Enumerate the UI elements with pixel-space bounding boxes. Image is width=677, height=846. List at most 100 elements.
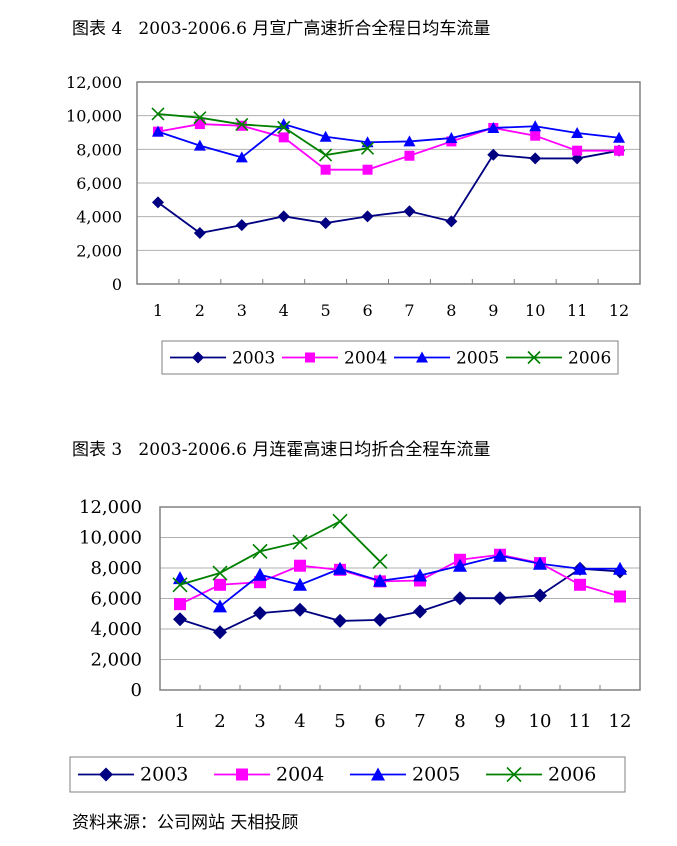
y-tick-label: 6,000 — [76, 174, 122, 193]
data-point — [403, 135, 416, 147]
y-tick-label: 2,000 — [76, 241, 122, 260]
data-point — [193, 111, 207, 125]
data-point — [613, 561, 627, 575]
legend-marker — [506, 766, 522, 783]
data-point — [235, 117, 249, 131]
source-note: 资料来源：公司网站 天相投顾 — [72, 813, 299, 833]
legend-label: 2003 — [232, 349, 275, 369]
x-tick-label: 7 — [414, 711, 425, 732]
data-point — [214, 578, 226, 591]
data-point — [294, 559, 306, 572]
legend-label: 2004 — [344, 349, 387, 369]
data-point — [293, 602, 307, 617]
chart-1-title: 图表 4 2003-2006.6 月宣广高速折合全程日均车流量 — [72, 19, 491, 39]
x-tick-label: 2 — [195, 301, 205, 320]
series-2006 — [151, 107, 375, 162]
y-tick-label: 0 — [112, 275, 122, 294]
data-point — [533, 588, 547, 603]
legend-marker — [305, 352, 315, 363]
x-tick-label: 1 — [153, 301, 163, 320]
series-line — [179, 567, 621, 634]
data-point — [278, 132, 289, 143]
data-point — [413, 568, 427, 582]
y-tick-label: 0 — [131, 680, 142, 701]
series-line — [179, 554, 620, 608]
data-point — [453, 558, 467, 572]
data-point — [173, 571, 187, 585]
series-line — [157, 113, 368, 157]
data-point — [277, 210, 290, 223]
data-point — [319, 217, 332, 230]
data-point — [332, 513, 348, 529]
x-tick-label: 10 — [529, 711, 552, 732]
data-point — [533, 556, 547, 570]
data-point — [174, 598, 186, 611]
data-point — [193, 139, 206, 151]
data-point — [151, 107, 165, 121]
x-tick-label: 3 — [237, 301, 247, 320]
x-tick-label: 2 — [214, 711, 225, 732]
legend-marker — [371, 767, 385, 781]
x-tick-label: 8 — [446, 301, 456, 320]
x-tick-label: 5 — [334, 711, 345, 732]
legend-marker — [236, 768, 248, 781]
legend-marker — [527, 350, 541, 365]
data-point — [573, 561, 587, 575]
data-point — [574, 578, 586, 591]
y-tick-label: 8,000 — [90, 558, 142, 579]
data-point — [571, 127, 584, 139]
data-point — [445, 215, 458, 228]
y-tick-label: 12,000 — [66, 73, 122, 92]
legend-label: 2003 — [140, 764, 188, 786]
data-point — [151, 125, 164, 137]
data-point — [493, 591, 507, 606]
data-point — [373, 573, 387, 587]
data-point — [293, 577, 307, 591]
data-point — [253, 606, 267, 621]
y-tick-label: 10,000 — [79, 528, 142, 549]
x-tick-label: 11 — [567, 301, 587, 320]
x-tick-label: 8 — [454, 711, 465, 732]
series-line — [157, 149, 620, 234]
legend-label: 2005 — [456, 349, 499, 369]
x-tick-label: 12 — [609, 711, 632, 732]
series-2004 — [174, 548, 626, 611]
x-tick-label: 6 — [374, 711, 385, 732]
data-point — [403, 205, 416, 218]
data-point — [194, 119, 205, 130]
x-tick-label: 5 — [321, 301, 331, 320]
data-point — [487, 121, 500, 133]
x-tick-label: 11 — [569, 711, 592, 732]
legend-marker — [192, 351, 204, 364]
data-point — [193, 226, 206, 239]
data-point — [529, 120, 542, 132]
legend: 2003 2004 2005 2006 — [69, 756, 626, 793]
data-point — [404, 150, 415, 161]
y-tick-label: 6,000 — [90, 589, 142, 610]
data-point — [172, 577, 188, 593]
y-tick-label: 10,000 — [66, 107, 122, 126]
y-tick-label: 4,000 — [90, 619, 142, 640]
series-line — [179, 553, 621, 605]
x-tick-label: 10 — [525, 301, 545, 320]
chart-2-title: 图表 3 2003-2006.6 月连霍高速日均折合全程车流量 — [72, 440, 491, 460]
x-tick-label: 3 — [254, 711, 265, 732]
data-point — [360, 141, 375, 155]
series-2005 — [173, 548, 627, 613]
data-point — [213, 599, 227, 613]
data-point — [614, 145, 625, 156]
x-tick-label: 4 — [279, 301, 289, 320]
data-point — [362, 164, 373, 175]
x-tick-label: 9 — [488, 301, 498, 320]
legend-label: 2006 — [548, 764, 596, 786]
series-line — [179, 520, 381, 586]
data-point — [333, 613, 347, 628]
x-tick-label: 1 — [174, 711, 185, 732]
data-point — [613, 131, 626, 143]
legend-marker — [416, 351, 428, 363]
legend-marker — [99, 767, 113, 782]
data-point — [319, 148, 333, 162]
data-point — [235, 151, 248, 163]
